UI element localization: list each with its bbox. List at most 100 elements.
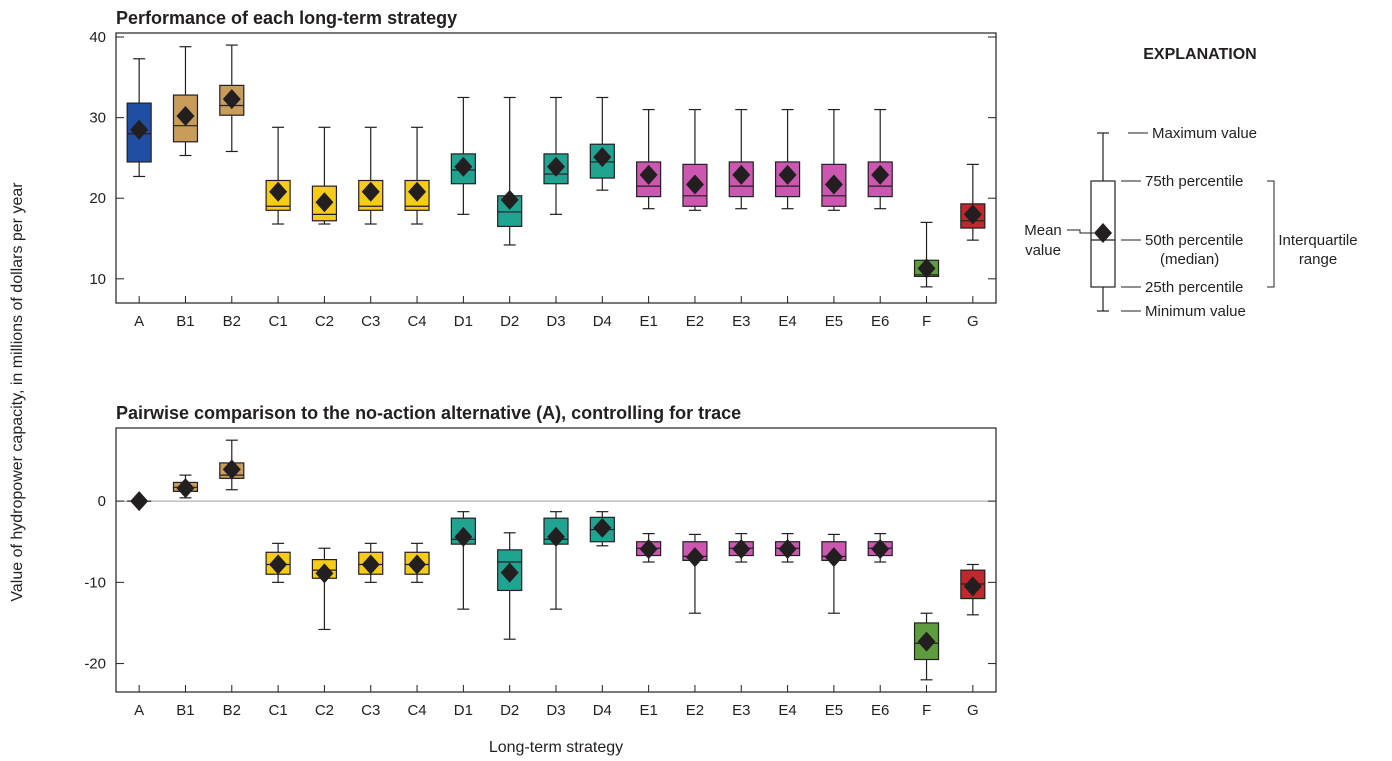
box-E4 [774, 108, 801, 210]
legend-mean-sub-label: value [1025, 242, 1061, 259]
legend-max-label: Maximum value [1152, 125, 1257, 142]
x-tick-label-E6: E6 [871, 702, 889, 719]
mean-marker-E5 [824, 174, 843, 195]
mean-marker-B1 [176, 106, 195, 127]
legend-min-label: Minimum value [1145, 303, 1246, 320]
box-E2 [682, 108, 708, 211]
mean-marker-A [130, 119, 149, 140]
box-D1 [450, 511, 476, 610]
box-G [960, 563, 986, 616]
x-tick-label-E1: E1 [639, 702, 657, 719]
x-tick-label-C1: C1 [269, 313, 288, 330]
x-tick-label-C4: C4 [407, 313, 426, 330]
x-tick-label-F: F [922, 313, 931, 330]
mean-marker-E3 [732, 164, 751, 185]
x-tick-label-E4: E4 [778, 702, 796, 719]
mean-marker-D4 [593, 517, 612, 538]
legend-mean-label: Mean [1024, 222, 1062, 239]
y-tick-label: 0 [98, 493, 106, 510]
mean-marker-G [963, 576, 982, 597]
panel-2: Pairwise comparison to the no-action alt… [84, 403, 997, 719]
mean-marker-B1 [176, 478, 195, 499]
mean-marker-C3 [361, 554, 380, 575]
box-C1 [265, 542, 291, 583]
x-tick-label-D2: D2 [500, 702, 519, 719]
mean-marker-C4 [408, 554, 427, 575]
x-tick-label-D2: D2 [500, 313, 519, 330]
y-tick-label: 30 [89, 110, 106, 127]
box-D4 [589, 511, 615, 547]
box-F [913, 612, 940, 681]
x-tick-label-D1: D1 [454, 702, 473, 719]
box-E5 [821, 108, 847, 211]
legend-p50-sub-label: (median) [1160, 251, 1219, 268]
mean-marker-E6 [871, 164, 890, 185]
mean-marker-D4 [593, 147, 612, 168]
explanation-legend: EXPLANATION Maximum value 75th percentil… [1024, 46, 1357, 320]
mean-marker-C1 [269, 554, 288, 575]
mean-marker-E5 [824, 547, 843, 568]
mean-marker-C4 [408, 181, 427, 202]
box-B1 [172, 474, 199, 499]
legend-leader-mean [1067, 229, 1094, 234]
mean-marker-E6 [871, 539, 890, 560]
box-D2 [497, 532, 523, 640]
legend-mean-marker [1094, 223, 1112, 243]
x-tick-label-C3: C3 [361, 702, 380, 719]
x-tick-label-C4: C4 [407, 702, 426, 719]
x-tick-label-E6: E6 [871, 313, 889, 330]
mean-marker-E1 [639, 164, 658, 185]
box-D3 [543, 96, 569, 215]
x-tick-label-A: A [134, 313, 144, 330]
x-tick-label-C2: C2 [315, 313, 334, 330]
mean-marker-A [130, 491, 149, 512]
box-B1 [172, 46, 199, 157]
box-C1 [265, 126, 291, 225]
x-tick-label-F: F [922, 702, 931, 719]
box-C3 [358, 542, 384, 583]
mean-marker-E1 [639, 539, 658, 560]
panel-1-title: Performance of each long-term strategy [116, 8, 457, 28]
panel-2-title: Pairwise comparison to the no-action alt… [116, 403, 741, 423]
box-E6 [867, 532, 893, 563]
x-tick-label-G: G [967, 702, 979, 719]
mean-marker-D2 [500, 562, 519, 583]
mean-marker-C2 [315, 563, 334, 584]
box-F [913, 221, 940, 288]
legend-iqr-sub-label: range [1299, 251, 1337, 268]
box-E3 [728, 532, 754, 563]
box-E5 [821, 533, 847, 614]
box-C3 [358, 126, 384, 225]
y-axis-label: Value of hydropower capacity, in million… [9, 182, 26, 602]
box-E4 [774, 532, 801, 563]
mean-marker-D2 [500, 189, 519, 210]
mean-marker-C2 [315, 192, 334, 213]
x-axis-label: Long-term strategy [489, 739, 623, 756]
mean-marker-E4 [778, 539, 797, 560]
x-tick-label-D1: D1 [454, 313, 473, 330]
x-tick-label-E2: E2 [686, 313, 704, 330]
plot-frame-1 [115, 32, 997, 304]
x-tick-label-E4: E4 [778, 313, 796, 330]
x-tick-label-G: G [967, 313, 979, 330]
x-tick-label-B2: B2 [223, 702, 241, 719]
box-E3 [728, 108, 754, 210]
box-E1 [636, 532, 662, 563]
x-tick-label-E3: E3 [732, 702, 750, 719]
mean-marker-F [917, 631, 936, 652]
mean-marker-D3 [547, 526, 565, 547]
x-tick-label-E5: E5 [825, 313, 843, 330]
legend-iqr-bracket [1267, 180, 1275, 288]
x-tick-label-B1: B1 [176, 702, 194, 719]
y-tick-label: -20 [84, 656, 106, 673]
mean-marker-D1 [454, 526, 473, 547]
box-C4 [404, 126, 430, 225]
mean-marker-D1 [454, 156, 473, 177]
y-tick-label: 10 [89, 271, 106, 288]
x-tick-label-D4: D4 [593, 313, 612, 330]
box-E1 [636, 108, 662, 210]
x-tick-label-A: A [134, 702, 144, 719]
box-A [127, 491, 152, 512]
mean-marker-E3 [732, 539, 751, 560]
